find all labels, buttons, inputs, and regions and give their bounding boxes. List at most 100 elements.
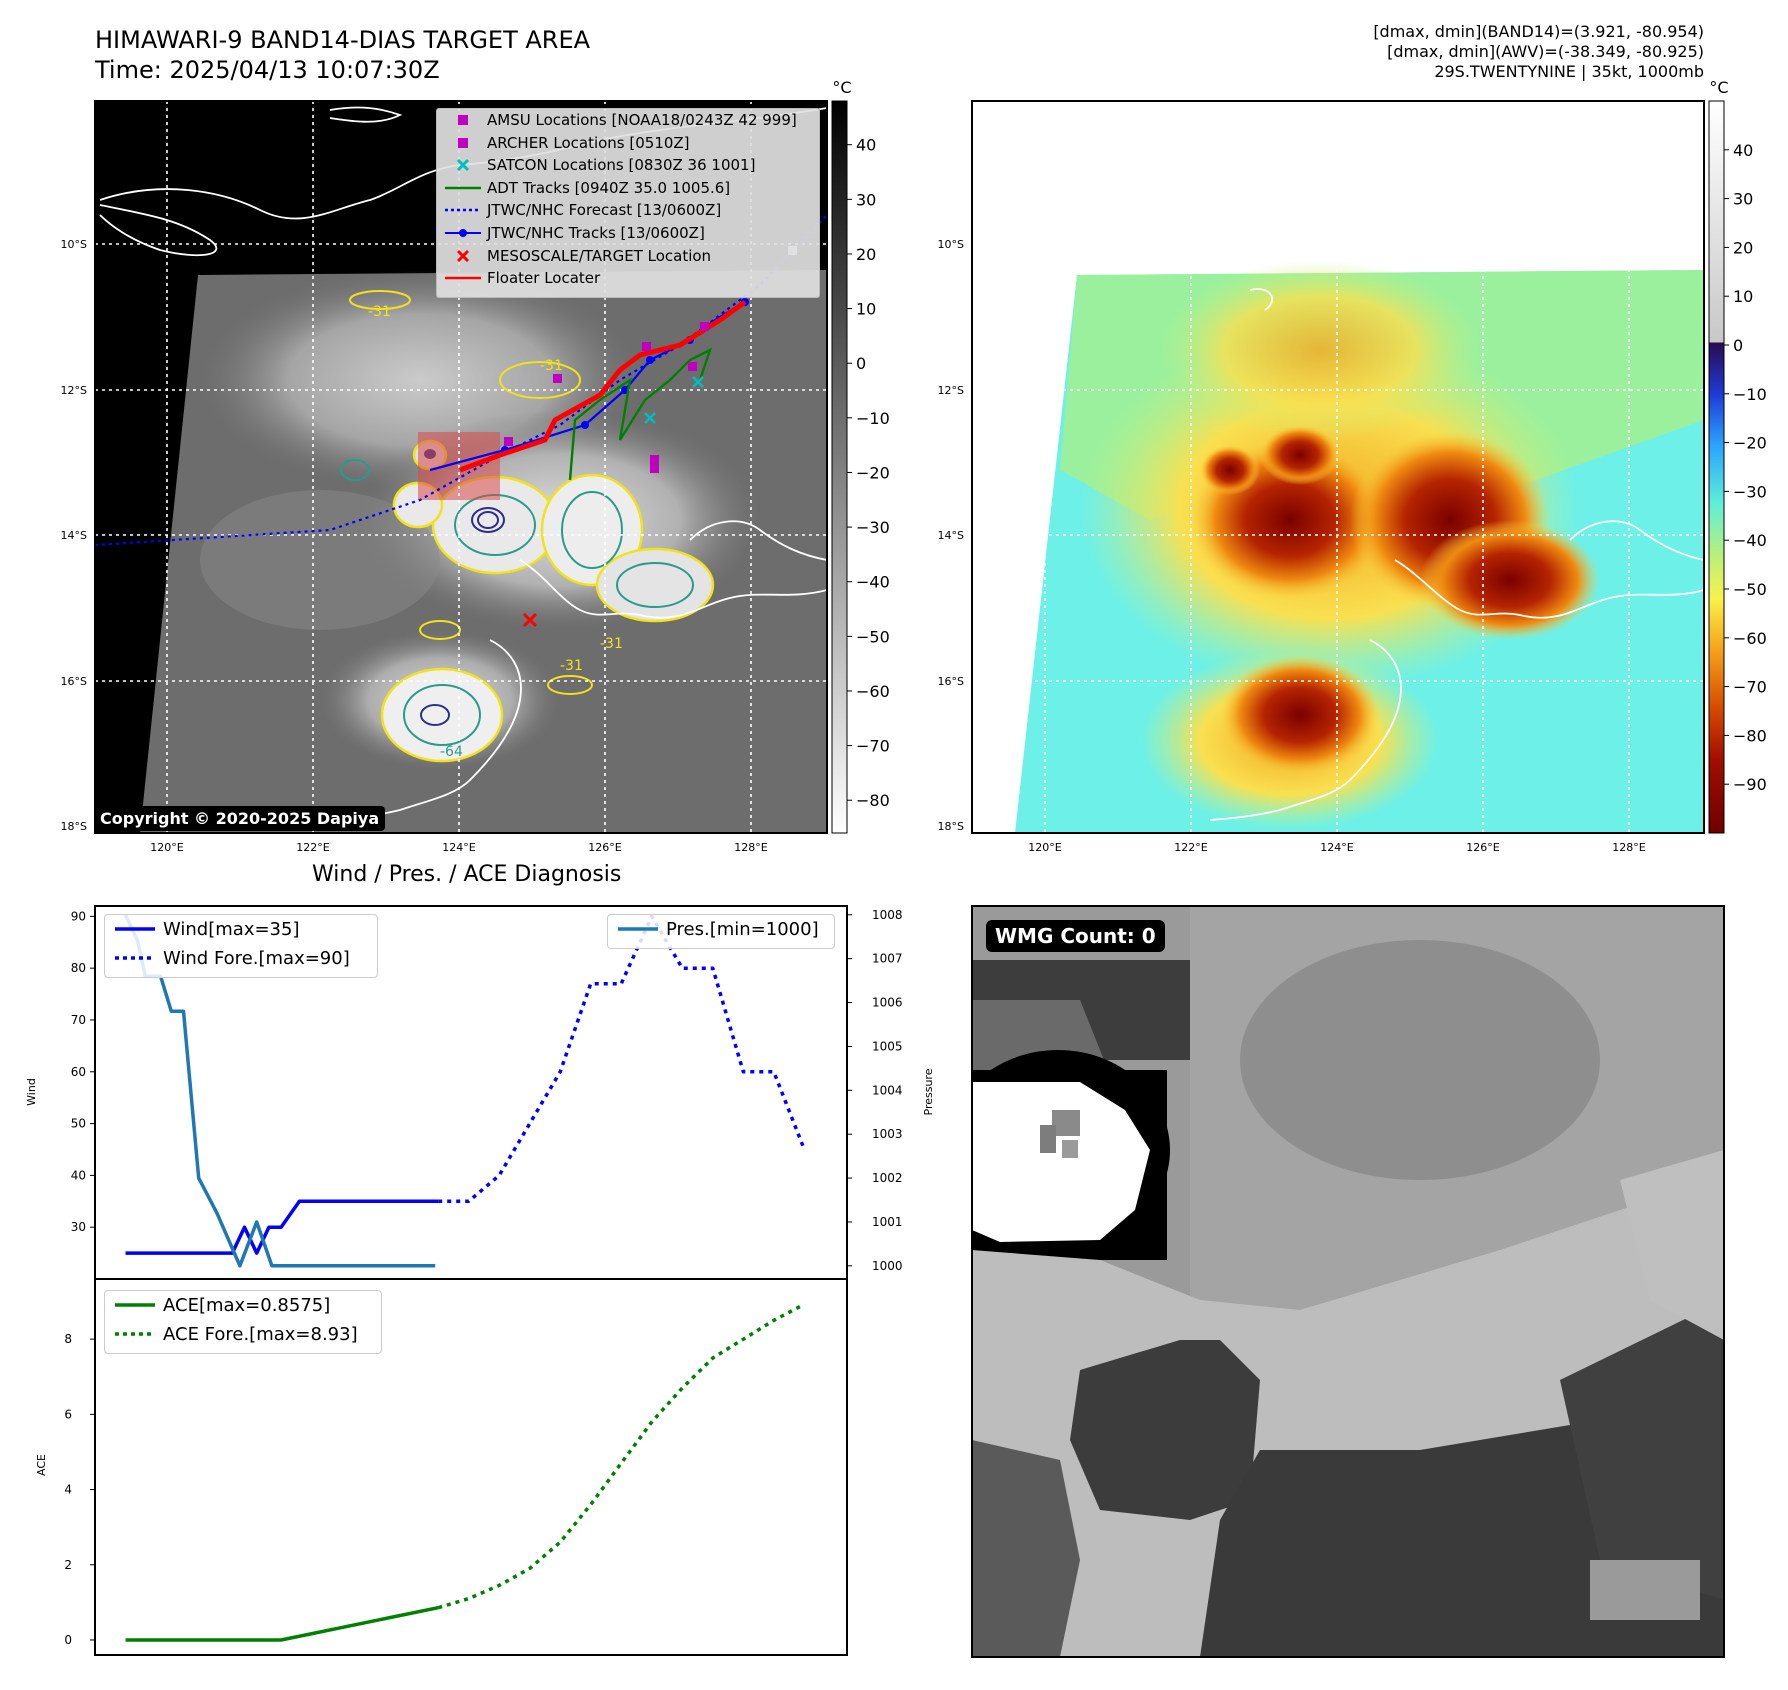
colorbar-tick-label: −80	[856, 791, 890, 810]
wind-tick-label: 70	[71, 1013, 86, 1027]
legend-ace-forecast: ACE Fore.[max=8.93]	[105, 1320, 381, 1349]
lon-tick: 122°E	[1174, 841, 1207, 854]
contour-label: -31	[600, 636, 623, 652]
line-icon	[445, 186, 481, 190]
legend-wind: Wind[max=35]	[105, 915, 377, 944]
zoom-frame	[971, 905, 1725, 1658]
line-icon	[115, 1303, 155, 1307]
colorbar-tick-label: −40	[856, 573, 890, 592]
legend-label: ACE Fore.[max=8.93]	[163, 1324, 358, 1345]
colorbar-tick-label: 40	[856, 136, 876, 155]
line-dot-icon	[445, 228, 481, 237]
contour-label: -64	[440, 744, 463, 760]
lon-tick: 124°E	[1320, 841, 1353, 854]
ace-series	[125, 1302, 806, 1642]
lat-tick: 10°S	[938, 238, 964, 251]
zoom-panel	[972, 906, 1724, 1657]
ace-legend: ACE[max=0.8575] ACE Fore.[max=8.93]	[104, 1290, 382, 1354]
x-marker-icon	[456, 159, 470, 172]
colorbar-tick-label: −50	[1733, 580, 1767, 599]
pressure-tick-label: 1005	[872, 1039, 903, 1053]
legend-amsu: AMSU Locations [NOAA18/0243Z 42 999]	[437, 109, 819, 132]
x-marker-icon	[456, 249, 470, 262]
awv-lon-ticks: 120°E 122°E 124°E 126°E 128°E	[1028, 841, 1645, 854]
colorbar-tick-label: 30	[856, 190, 876, 209]
lat-tick: 18°S	[61, 820, 87, 833]
colorbar-tick-label: 10	[856, 300, 876, 319]
lon-tick: 120°E	[1028, 841, 1061, 854]
ace-ticks: 0 2 4 6 8	[64, 1332, 95, 1647]
colorbar-tick-label: −30	[1733, 482, 1767, 501]
lon-tick: 122°E	[296, 841, 329, 854]
colorbar-tick-label: 20	[856, 245, 876, 264]
map-lon-ticks: 120°E 122°E 124°E 126°E 128°E	[150, 841, 767, 854]
storm-info: 29S.TWENTYNINE | 35kt, 1000mb	[1434, 62, 1704, 81]
awv-colorbar-ticks: 40 30 20 10 0 −10 −20 −30 −40 −50 −60 −70 −80 −90	[1724, 141, 1767, 794]
figure-time: Time: 2025/04/13 10:07:30Z	[95, 56, 440, 84]
legend-jtwc-tracks: JTWC/NHC Tracks [13/0600Z]	[437, 222, 819, 245]
wind-tick-label: 90	[71, 909, 86, 923]
target-marker	[522, 612, 538, 628]
jtwc-forecast-track	[95, 214, 827, 547]
legend-label: AMSU Locations [NOAA18/0243Z 42 999]	[487, 111, 797, 129]
lon-tick: 126°E	[1466, 841, 1499, 854]
legend-label: ACE[max=0.8575]	[163, 1295, 331, 1316]
pressure-tick-label: 1007	[872, 952, 903, 966]
lon-tick: 126°E	[588, 841, 621, 854]
ir-colorbar	[831, 100, 848, 834]
awv-colorbar-unit: °C	[1709, 78, 1728, 97]
wind-legend: Wind[max=35] Wind Fore.[max=90]	[104, 914, 378, 978]
ace-tick-label: 6	[64, 1407, 72, 1421]
ace-axis-label: ACE	[35, 1454, 48, 1476]
contour-label: -31	[540, 358, 563, 374]
legend-jtwc-forecast: JTWC/NHC Forecast [13/0600Z]	[437, 199, 819, 222]
series-line	[437, 1302, 806, 1610]
legend-adt: ADT Tracks [0940Z 35.0 1005.6]	[437, 177, 819, 200]
line-icon	[445, 276, 481, 280]
lon-tick: 128°E	[1612, 841, 1645, 854]
colorbar-tick-label: −40	[1733, 531, 1767, 550]
wind-tick-label: 40	[71, 1168, 86, 1182]
square-marker-icon	[458, 137, 468, 148]
satcon-markers	[644, 376, 704, 424]
series-line	[438, 914, 806, 1204]
ir-colorbar-unit: °C	[832, 78, 851, 97]
colorbar-tick-label: −10	[1733, 385, 1767, 404]
dotted-line-icon	[115, 1332, 155, 1336]
series-line	[125, 1199, 439, 1255]
colorbar-tick-label: −90	[1733, 775, 1767, 794]
ace-tick-label: 4	[64, 1483, 72, 1497]
lat-tick: 18°S	[938, 820, 964, 833]
floater-track	[459, 299, 747, 473]
legend-label: Wind[max=35]	[163, 919, 300, 940]
pressure-axis-label: Pressure	[922, 1068, 935, 1115]
pressure-tick-label: 1001	[872, 1215, 903, 1229]
colorbar-tick-label: 20	[1733, 238, 1753, 257]
legend-label: SATCON Locations [0830Z 36 1001]	[487, 156, 756, 175]
awv-colorbar	[1708, 100, 1725, 834]
awv-map-panel	[972, 101, 1704, 833]
legend-ace: ACE[max=0.8575]	[105, 1291, 381, 1320]
lon-tick: 128°E	[734, 841, 767, 854]
legend-wind-forecast: Wind Fore.[max=90]	[105, 944, 377, 973]
colorbar-tick-label: −10	[856, 409, 890, 428]
legend-pressure: Pres.[min=1000]	[608, 915, 834, 944]
lat-tick: 12°S	[938, 384, 964, 397]
lat-tick: 16°S	[938, 675, 964, 688]
ace-tick-label: 8	[64, 1332, 72, 1346]
map-lat-ticks: 10°S 12°S 14°S 16°S 18°S	[61, 238, 87, 833]
lon-tick: 120°E	[150, 841, 183, 854]
wind-axis-label: Wind	[25, 1078, 38, 1106]
wind-tick-label: 60	[71, 1065, 86, 1079]
pressure-tick-label: 1003	[872, 1127, 903, 1141]
colorbar-tick-label: −60	[856, 682, 890, 701]
colorbar-tick-label: −20	[856, 463, 890, 482]
map-frame	[94, 100, 828, 834]
colorbar-tick-label: −70	[856, 737, 890, 756]
legend-label: Wind Fore.[max=90]	[163, 948, 350, 969]
contour-label: -31	[560, 658, 583, 674]
wind-tick-label: 30	[71, 1220, 86, 1234]
colorbar-tick-label: −50	[856, 627, 890, 646]
awv-lat-ticks: 10°S 12°S 14°S 16°S 18°S	[938, 238, 964, 833]
